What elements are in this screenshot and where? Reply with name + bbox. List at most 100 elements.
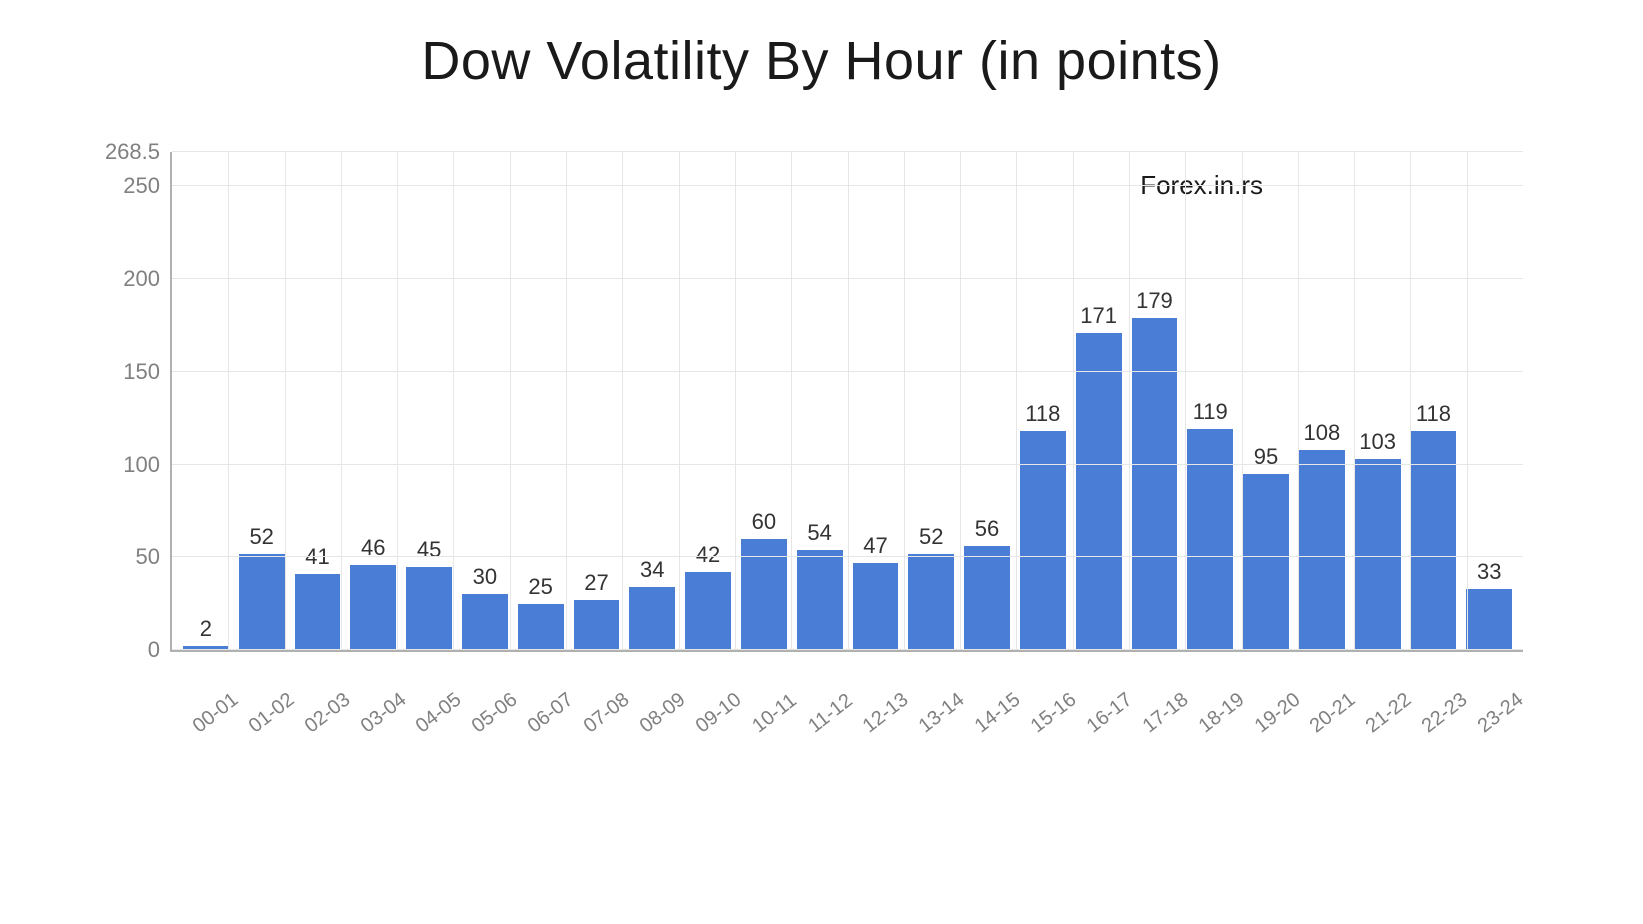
chart-container: 2524146453025273442605447525611817117911…	[170, 152, 1523, 712]
chart-title: Dow Volatility By Hour (in points)	[40, 30, 1603, 92]
bar-value-label: 118	[1025, 401, 1060, 427]
bar-value-label: 52	[919, 524, 943, 550]
bar-value-label: 42	[696, 542, 720, 568]
bar-value-label: 60	[752, 509, 776, 535]
bar-slot: 47	[848, 152, 904, 650]
bar-slot: 95	[1238, 152, 1294, 650]
bar: 25	[518, 604, 564, 650]
vgridline	[679, 152, 680, 650]
x-label-slot: 00-01	[176, 720, 232, 770]
vgridline	[397, 152, 398, 650]
bar-slot: 54	[792, 152, 848, 650]
bar: 103	[1355, 459, 1401, 650]
bar: 27	[574, 600, 620, 650]
bar-slot: 33	[1461, 152, 1517, 650]
x-label-slot: 06-07	[511, 720, 567, 770]
y-tick-label: 50	[136, 544, 160, 570]
bar-slot: 41	[290, 152, 346, 650]
vgridline	[228, 152, 229, 650]
vgridline	[341, 152, 342, 650]
vgridline	[566, 152, 567, 650]
x-label-slot: 07-08	[567, 720, 623, 770]
bar-value-label: 25	[528, 574, 552, 600]
bar-value-label: 45	[417, 537, 441, 563]
bar-value-label: 30	[473, 564, 497, 590]
x-label-slot: 05-06	[455, 720, 511, 770]
vgridline	[904, 152, 905, 650]
bar-value-label: 119	[1193, 399, 1228, 425]
plot-area: 2524146453025273442605447525611817117911…	[170, 152, 1523, 652]
bar: 179	[1132, 318, 1178, 650]
x-label-slot: 03-04	[344, 720, 400, 770]
bar-slot: 25	[513, 152, 569, 650]
bar-value-label: 33	[1477, 559, 1501, 585]
bar-value-label: 118	[1416, 401, 1451, 427]
bar-slot: 171	[1071, 152, 1127, 650]
bar: 41	[295, 574, 341, 650]
bar-slot: 103	[1350, 152, 1406, 650]
x-label-slot: 13-14	[902, 720, 958, 770]
bar: 52	[239, 554, 285, 650]
bar: 95	[1243, 474, 1289, 650]
bar-value-label: 52	[249, 524, 273, 550]
vgridline	[1242, 152, 1243, 650]
vgridline	[1354, 152, 1355, 650]
vgridline	[735, 152, 736, 650]
x-label-slot: 18-19	[1182, 720, 1238, 770]
bar-slot: 118	[1406, 152, 1462, 650]
bar: 56	[964, 546, 1010, 650]
x-label-slot: 14-15	[958, 720, 1014, 770]
bar-slot: 2	[178, 152, 234, 650]
bar: 52	[908, 554, 954, 650]
vgridline	[960, 152, 961, 650]
bar-slot: 45	[401, 152, 457, 650]
bar-value-label: 2	[200, 616, 212, 642]
x-label-slot: 20-21	[1294, 720, 1350, 770]
bar-slot: 34	[624, 152, 680, 650]
vgridline	[791, 152, 792, 650]
y-tick-label: 150	[123, 359, 160, 385]
x-label-slot: 09-10	[679, 720, 735, 770]
x-label-slot: 19-20	[1238, 720, 1294, 770]
bar: 46	[350, 565, 396, 650]
x-label-slot: 04-05	[400, 720, 456, 770]
x-tick-label: 23-24	[1474, 689, 1528, 739]
bar: 47	[853, 563, 899, 650]
x-label-slot: 21-22	[1349, 720, 1405, 770]
bar-value-label: 108	[1303, 420, 1340, 446]
bar: 33	[1466, 589, 1512, 650]
x-label-slot: 17-18	[1126, 720, 1182, 770]
bar: 171	[1076, 333, 1122, 650]
bar-slot: 52	[903, 152, 959, 650]
vgridline	[1410, 152, 1411, 650]
bar: 108	[1299, 450, 1345, 650]
bar: 54	[797, 550, 843, 650]
x-label-slot: 08-09	[623, 720, 679, 770]
y-tick-label: 0	[148, 637, 160, 663]
bar-slot: 27	[569, 152, 625, 650]
x-label-slot: 02-03	[288, 720, 344, 770]
bar-value-label: 34	[640, 557, 664, 583]
bar: 34	[629, 587, 675, 650]
y-tick-label: 250	[123, 173, 160, 199]
vgridline	[1467, 152, 1468, 650]
bar-slot: 30	[457, 152, 513, 650]
bar: 42	[685, 572, 731, 650]
bar-slot: 60	[736, 152, 792, 650]
bar-value-label: 179	[1136, 288, 1173, 314]
bar-slot: 42	[680, 152, 736, 650]
x-label-slot: 22-23	[1405, 720, 1461, 770]
vgridline	[1129, 152, 1130, 650]
y-tick-label: 200	[123, 266, 160, 292]
page: Dow Volatility By Hour (in points) Forex…	[0, 0, 1643, 924]
vgridline	[1298, 152, 1299, 650]
vgridline	[622, 152, 623, 650]
bar-value-label: 171	[1080, 303, 1117, 329]
vgridline	[285, 152, 286, 650]
bar-slot: 118	[1015, 152, 1071, 650]
x-label-slot: 15-16	[1014, 720, 1070, 770]
vgridline	[1185, 152, 1186, 650]
x-label-slot: 16-17	[1070, 720, 1126, 770]
y-tick-label: 268.5	[105, 139, 160, 165]
bar-value-label: 54	[807, 520, 831, 546]
